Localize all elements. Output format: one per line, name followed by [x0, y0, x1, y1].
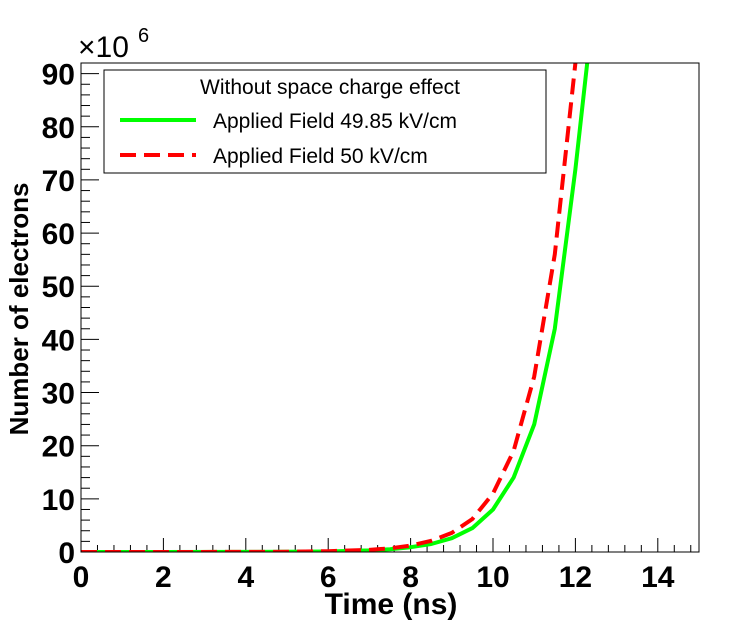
x-tick-label: 4: [237, 561, 254, 594]
y-tick-label: 0: [58, 537, 75, 570]
series-line-red: [81, 63, 578, 552]
y-tick-label: 80: [42, 112, 75, 145]
y-tick-label: 90: [42, 59, 75, 92]
y-tick-label: 60: [42, 218, 75, 251]
x-tick-label: 0: [73, 561, 90, 594]
x-tick-label: 2: [155, 561, 172, 594]
y-tick-label: 30: [42, 378, 75, 411]
tick-labels: 0 2 4 6 8 10 12 14 0 10 20 30 40 50 60 70 80 90: [42, 59, 675, 594]
legend-label-green: Applied Field 49.85 kV/cm: [213, 110, 457, 133]
x-tick-label: 14: [641, 561, 675, 594]
x-tick-label: 8: [402, 561, 419, 594]
plot-frame: [80, 62, 700, 553]
y-tick-label: 10: [42, 484, 75, 517]
y-multiplier-label: ×10: [78, 31, 129, 64]
legend-label-red: Applied Field 50 kV/cm: [213, 145, 428, 168]
y-tick-label: 20: [42, 431, 75, 464]
y-tick-label: 50: [42, 271, 75, 304]
x-tick-label: 6: [320, 561, 337, 594]
legend: Without space charge effect Applied Fiel…: [103, 69, 547, 174]
x-tick-label: 12: [559, 561, 592, 594]
y-tick-label: 40: [42, 324, 75, 357]
legend-header: Without space charge effect: [200, 76, 460, 99]
y-tick-label: 70: [42, 165, 75, 198]
x-tick-label: 10: [476, 561, 509, 594]
x-axis-title: Time (ns): [325, 588, 458, 620]
y-multiplier-exponent: 6: [138, 25, 149, 47]
y-axis-title: Number of electrons: [4, 183, 34, 436]
